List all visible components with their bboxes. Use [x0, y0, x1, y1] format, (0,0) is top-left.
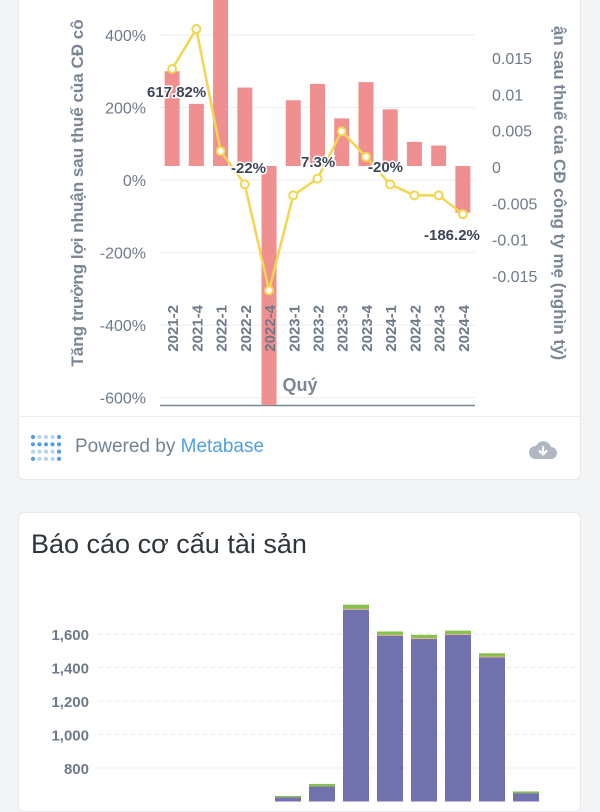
line-point-2021-2[interactable] [167, 63, 178, 74]
stack-segment[interactable] [309, 786, 335, 802]
metabase-logo-icon [30, 434, 62, 461]
growth-chart-card: 617.82%-22%7.3%-20%-186.2% 800%600%400%2… [18, 0, 581, 480]
y-tick-label: 1,600 [51, 627, 89, 644]
stack-segment[interactable] [377, 635, 403, 802]
stack-segment[interactable] [479, 656, 505, 658]
bar-2021-4[interactable] [188, 103, 204, 166]
x-tick-label: 2022-1 [214, 305, 231, 352]
right-tick-label: -0.015 [492, 269, 537, 286]
right-tick-label: 0.01 [492, 87, 523, 104]
x-tick-label: 2024-1 [383, 305, 400, 352]
right-tick-label: -0.005 [492, 196, 537, 213]
line-point-2021-4[interactable] [191, 24, 202, 35]
metabase-brand-link[interactable]: Metabase [180, 436, 265, 457]
left-tick-label: -600% [100, 391, 146, 408]
left-tick-label: -400% [100, 318, 146, 335]
x-tick-label: 2022-2 [238, 305, 255, 352]
data-label: -20% [368, 159, 403, 176]
stack-segment[interactable] [411, 638, 437, 640]
stack-segment[interactable] [343, 604, 369, 609]
bar-2023-4[interactable] [358, 82, 374, 166]
stack-segment[interactable] [445, 634, 471, 635]
x-axis-label: Quý [282, 375, 317, 395]
x-tick-label: 2023-2 [311, 305, 328, 352]
asset-structure-card: Báo cáo cơ cấu tài sản 1,600 1,400 1,200 1,… [18, 512, 581, 812]
cloud-download-icon[interactable] [528, 438, 558, 462]
x-tick-label: 2021-2 [165, 305, 182, 352]
stack-segment[interactable] [377, 634, 403, 636]
bar-2024-3[interactable] [431, 145, 447, 166]
data-label: 7.3% [301, 154, 335, 171]
embed-footer: Powered by Metabase [19, 416, 580, 479]
x-tick-label: 2024-4 [456, 304, 473, 351]
right-tick-label: 0.015 [492, 51, 532, 68]
stack-segment[interactable] [445, 630, 471, 634]
growth-chart: 617.82%-22%7.3%-20%-186.2% 800%600%400%2… [68, 0, 569, 408]
stack-segment[interactable] [479, 653, 505, 657]
stack-segment[interactable] [479, 657, 505, 802]
bar-2021-2[interactable] [164, 71, 180, 166]
stack-segment[interactable] [411, 634, 437, 639]
stack-segment[interactable] [275, 797, 301, 802]
stack-segment[interactable] [309, 783, 335, 787]
data-label: -186.2% [424, 227, 480, 244]
asset-structure-chart: 1,600 1,400 1,200 1,000 800 [51, 604, 579, 802]
x-tick-label: 2021-4 [189, 304, 206, 351]
stack-segment[interactable] [377, 631, 403, 635]
bar-2024-4[interactable] [455, 166, 471, 213]
line-point-2023-4[interactable] [360, 151, 371, 162]
bar-2023-1[interactable] [285, 100, 301, 166]
y-tick-label: 1,400 [51, 661, 89, 678]
line-point-2023-2[interactable] [312, 173, 323, 184]
stack-segment[interactable] [275, 795, 301, 798]
line-point-2022-2[interactable] [239, 179, 250, 190]
line-point-2022-1[interactable] [215, 146, 226, 157]
y-tick-label: 800 [64, 761, 89, 778]
stack-segment[interactable] [445, 634, 471, 802]
x-tick-label: 2023-4 [359, 304, 376, 351]
y-tick-label: 1,200 [51, 694, 89, 711]
bar-2024-1[interactable] [382, 109, 398, 166]
stack-segment[interactable] [513, 791, 539, 794]
card-title: Báo cáo cơ cấu tài sản [31, 529, 307, 559]
line-point-2024-1[interactable] [385, 179, 396, 190]
left-tick-label: 400% [105, 28, 146, 45]
left-tick-label: 200% [105, 101, 146, 118]
y-tick-label: 1,000 [51, 728, 89, 745]
bar-2022-1[interactable] [213, 0, 229, 166]
stack-segment[interactable] [513, 793, 539, 802]
bar-2024-2[interactable] [406, 141, 422, 166]
x-tick-label: 2023-3 [335, 305, 352, 352]
line-point-2023-1[interactable] [288, 190, 299, 201]
y-axis-label-left: Tăng trưởng lợi nhuận sau thuế của CĐ cô [68, 19, 87, 366]
line-point-2024-3[interactable] [433, 190, 444, 201]
x-tick-label: 2024-2 [407, 305, 424, 352]
data-label: -22% [231, 160, 266, 177]
line-point-2023-3[interactable] [336, 126, 347, 137]
bar-2023-2[interactable] [310, 83, 325, 166]
x-tick-label: 2023-1 [286, 305, 303, 352]
bar-2022-2[interactable] [237, 87, 253, 166]
left-tick-label: 0% [123, 173, 146, 190]
stack-segment[interactable] [343, 608, 369, 610]
powered-by-text[interactable]: Powered by Metabase [75, 436, 264, 458]
line-point-2022-4[interactable] [264, 285, 275, 296]
x-tick-label: 2022-4 [262, 304, 279, 351]
powered-by-prefix: Powered by [75, 436, 181, 457]
line-point-2024-4[interactable] [457, 209, 468, 220]
data-label: 617.82% [147, 84, 206, 101]
right-tick-label: 0 [492, 160, 501, 177]
left-tick-label: -200% [100, 246, 146, 263]
x-tick-label: 2024-3 [432, 305, 449, 352]
stack-segment[interactable] [411, 639, 437, 802]
stack-segment[interactable] [343, 609, 369, 802]
right-tick-label: 0.005 [492, 124, 532, 141]
line-point-2024-2[interactable] [409, 190, 420, 201]
y-axis-label-right: ận sau thuế của CĐ công ty mẹ (nghìn tỷ) [550, 26, 569, 360]
right-tick-label: -0.01 [492, 233, 529, 250]
